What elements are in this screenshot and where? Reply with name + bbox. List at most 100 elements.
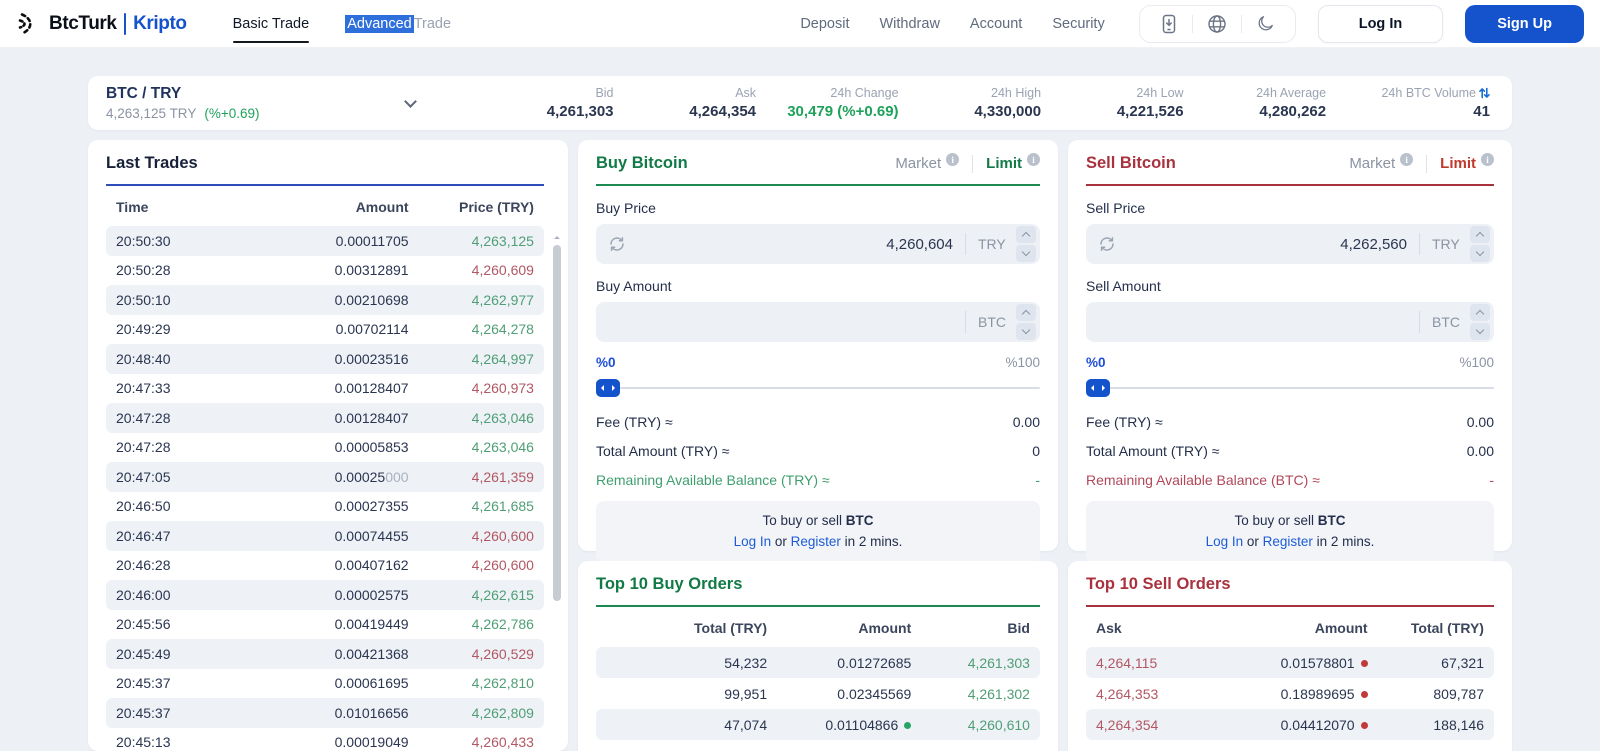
sell-price-input[interactable]: 4,262,560 TRY <box>1086 224 1494 264</box>
stat-value: 4,280,262 <box>1259 103 1327 120</box>
nav-link[interactable]: Security <box>1052 15 1105 32</box>
sort-arrows-icon[interactable] <box>1479 86 1490 100</box>
tab-advanced-trade[interactable]: Advanced Trade <box>345 0 451 47</box>
app-download-icon[interactable] <box>1146 14 1192 34</box>
trade-row: 20:47:05 0.00025000 4,261,359 <box>106 462 544 492</box>
trade-row: 20:45:13 0.00019049 4,260,433 <box>106 728 544 751</box>
trade-time: 20:45:49 <box>116 645 171 662</box>
sell-amount-input[interactable]: BTC <box>1086 302 1494 342</box>
refresh-price-icon[interactable] <box>1098 235 1116 253</box>
order-bid-price: 4,261,302 <box>967 685 1030 702</box>
language-globe-icon[interactable] <box>1193 14 1241 34</box>
refresh-price-icon[interactable] <box>608 235 626 253</box>
nav-link[interactable]: Account <box>969 15 1023 32</box>
buy-tab-limit-label: Limit <box>986 155 1022 172</box>
buy-percent-slider <box>596 379 1040 397</box>
order-total: 809,787 <box>1433 685 1484 702</box>
total-amount-label: Total Amount (TRY) ≈ <box>1086 443 1220 459</box>
buy-order-row[interactable]: 47,074 0.01104866 4,260,610 <box>596 709 1040 740</box>
slider-track[interactable] <box>1086 387 1494 389</box>
step-up-button[interactable] <box>1016 226 1036 243</box>
buy-order-row[interactable]: 99,951 0.02345569 4,261,302 <box>596 678 1040 709</box>
trade-amount: 0.00002575 <box>334 586 409 603</box>
signup-button[interactable]: Sign Up <box>1465 4 1584 43</box>
dark-mode-moon-icon[interactable] <box>1242 14 1289 33</box>
buy-order-row[interactable]: 54,232 0.01272685 4,261,303 <box>596 647 1040 678</box>
step-down-button[interactable] <box>1016 245 1036 262</box>
buy-price-input[interactable]: 4,260,604 TRY <box>596 224 1040 264</box>
trade-row: 20:47:28 0.00005853 4,263,046 <box>106 433 544 463</box>
info-icon[interactable] <box>1481 153 1494 166</box>
trade-price: 4,263,046 <box>471 439 534 456</box>
scrollbar-up-arrow[interactable] <box>554 236 560 239</box>
sell-order-row[interactable]: 4,264,354 0.04412070 188,146 <box>1086 709 1494 740</box>
sell-tab-market[interactable]: Market <box>1349 153 1414 172</box>
market-stat: Bid 4,261,303 <box>471 86 614 120</box>
slider-track[interactable] <box>596 387 1040 389</box>
nav-link[interactable]: Deposit <box>800 15 850 32</box>
order-total: 47,074 <box>724 716 768 733</box>
buy-tab-limit[interactable]: Limit <box>986 153 1040 172</box>
trade-row: 20:45:56 0.00419449 4,262,786 <box>106 610 544 640</box>
trades-scrollbar[interactable] <box>553 236 562 745</box>
footer-text: in 2 mins. <box>1312 533 1375 549</box>
input-divider <box>965 233 966 255</box>
fee-value: 0.00 <box>1466 414 1494 430</box>
sell-order-row[interactable]: 4,264,353 0.18989695 809,787 <box>1086 678 1494 709</box>
sell-price-unit: TRY <box>1432 236 1460 252</box>
column-bid: Bid <box>1007 620 1030 636</box>
info-icon[interactable] <box>1400 153 1414 166</box>
tab-basic-trade[interactable]: Basic Trade <box>232 0 309 47</box>
trade-amount: 0.00407162 <box>334 557 409 574</box>
trade-row: 20:46:47 0.00074455 4,260,600 <box>106 521 544 551</box>
input-divider <box>1419 311 1420 333</box>
slider-handle[interactable] <box>596 379 620 397</box>
info-icon[interactable] <box>1027 153 1040 166</box>
footer-register-link[interactable]: Register <box>790 533 841 549</box>
buy-amount-input[interactable]: BTC <box>596 302 1040 342</box>
trade-price: 4,264,278 <box>471 321 534 338</box>
slider-handle[interactable] <box>1086 379 1110 397</box>
scrollbar-thumb[interactable] <box>553 245 561 602</box>
footer-register-link[interactable]: Register <box>1262 533 1313 549</box>
buy-tab-market[interactable]: Market <box>895 153 960 172</box>
step-down-button[interactable] <box>1016 323 1036 340</box>
pair-name: BTC / TRY <box>106 85 182 102</box>
nav-link[interactable]: Withdraw <box>879 15 940 32</box>
icon-separator <box>1240 14 1242 33</box>
fee-value: 0.00 <box>1012 414 1040 430</box>
order-dot-icon <box>1360 659 1368 667</box>
footer-login-link[interactable]: Log In <box>1205 533 1244 549</box>
step-down-button[interactable] <box>1470 323 1490 340</box>
trade-time: 20:50:28 <box>116 262 171 279</box>
info-icon[interactable] <box>946 153 960 166</box>
sell-order-row[interactable]: 4,264,115 0.01578801 67,321 <box>1086 647 1494 678</box>
sell-orders-list: 4,264,115 0.01578801 67,321 4,264,353 0.… <box>1086 647 1494 740</box>
footer-text: or <box>1243 533 1263 549</box>
step-down-button[interactable] <box>1470 245 1490 262</box>
sell-price-label: Sell Price <box>1086 200 1146 216</box>
pair-selector[interactable]: BTC / TRY 4,263,125 TRY (%+0.69) <box>106 85 406 121</box>
trade-row: 20:45:37 0.01016656 4,262,809 <box>106 698 544 728</box>
step-up-button[interactable] <box>1016 304 1036 321</box>
remaining-balance-label: Remaining Available Balance (BTC) ≈ <box>1086 472 1320 488</box>
trade-amount: 0.00419449 <box>334 616 409 633</box>
order-ask-price: 4,264,115 <box>1096 654 1158 671</box>
stat-value: 4,330,000 <box>974 103 1042 120</box>
column-total: Total (TRY) <box>1410 620 1484 636</box>
step-up-button[interactable] <box>1470 226 1490 243</box>
step-up-button[interactable] <box>1470 304 1490 321</box>
trade-price: 4,260,609 <box>471 262 534 279</box>
stat-label: 24h BTC Volume <box>1381 86 1476 100</box>
footer-login-link[interactable]: Log In <box>733 533 772 549</box>
sell-bitcoin-panel: Sell Bitcoin Market Limit Sell Price 4,2… <box>1068 140 1512 563</box>
login-button[interactable]: Log In <box>1317 4 1444 43</box>
trade-price: 4,262,810 <box>471 675 534 692</box>
tab-separator <box>972 154 974 173</box>
pair-dropdown-button[interactable] <box>404 94 417 108</box>
trade-amount: 0.00702114 <box>335 321 409 338</box>
trade-amount: 0.00074455 <box>334 527 409 544</box>
footer-text: To buy or sell <box>1234 513 1318 528</box>
brand-logo[interactable]: BtcTurk Kripto <box>16 11 187 37</box>
sell-tab-limit[interactable]: Limit <box>1440 153 1494 172</box>
